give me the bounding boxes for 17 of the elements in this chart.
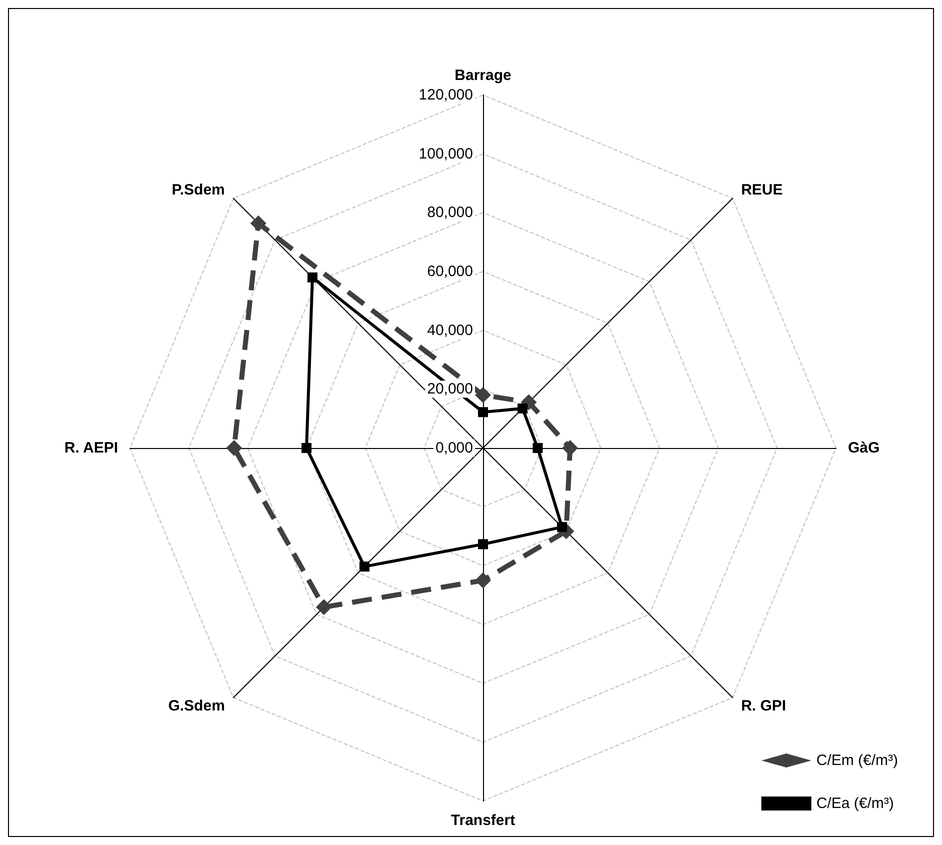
y-tick-label: 120,000 (418, 86, 473, 104)
spoke-label: Transfert (450, 812, 516, 829)
spoke-label: P.Sdem (172, 181, 225, 198)
y-tick-label: 100,000 (418, 145, 473, 162)
spoke-label: G.Sdem (168, 698, 225, 715)
y-tick-label: 20,000 (427, 380, 473, 398)
y-tick-label: 0,000 (435, 440, 473, 456)
spoke-label: REUE (741, 181, 783, 198)
y-tick-label: 40,000 (427, 322, 473, 339)
spoke-label: R. AEPI (64, 440, 118, 456)
legend-label: C/Em (€/m³) (816, 752, 898, 769)
y-tick-label: 80,000 (427, 204, 473, 222)
spoke-label: R. GPI (741, 698, 786, 715)
y-tick-label: 60,000 (427, 263, 473, 280)
legend-label: C/Ea (€/m³) (816, 795, 894, 812)
spoke-label: Barrage (454, 67, 512, 84)
spoke-label: GàG (848, 440, 880, 456)
